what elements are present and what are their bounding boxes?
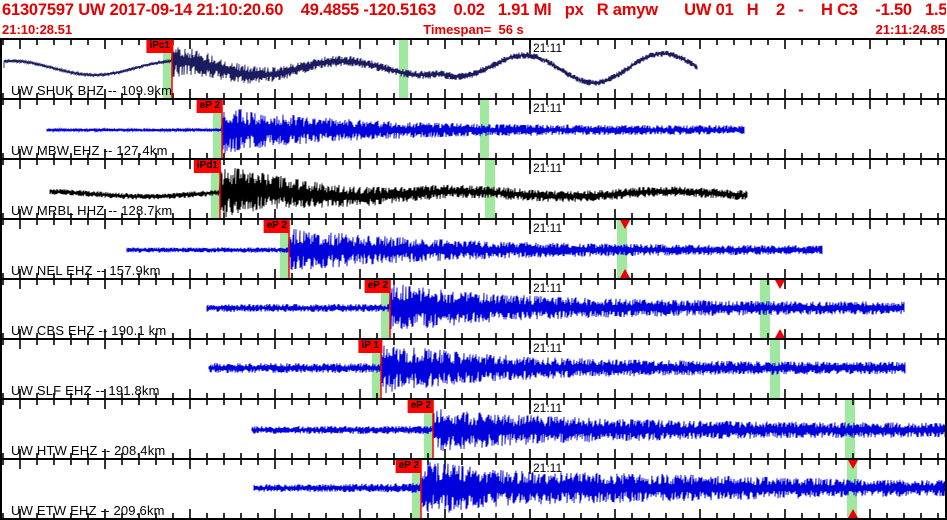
time-ticks [2,400,939,458]
theoretical-arrival-band [399,40,408,98]
pick-flag[interactable]: iPd1 [193,160,221,173]
pick-flag[interactable]: iP 1 [358,340,382,353]
time-ticks [2,40,939,98]
station-label: UW ETW EHZ -- 209.6km [11,503,165,518]
arrival-triangle-top [775,280,785,289]
trace-panel-5: eP 2 21:11 UW CBS EHZ -- 190.1 km [2,278,945,338]
station-label: UW MRBL HHZ -- 128.7km [11,203,173,218]
time-ticks [2,340,939,398]
timespan-label: Timespan= 56 s [423,22,524,37]
pick-flag[interactable]: eP 2 [263,220,290,233]
waveform-canvas[interactable] [2,400,945,458]
station-label: UW MBW EHZ -- 127.4km [11,143,168,158]
minute-label: 21:11 [533,401,563,415]
waveform-canvas[interactable] [2,100,945,158]
arrival-triangle-top [620,220,630,229]
time-ticks [2,100,939,158]
waveform-canvas[interactable] [2,160,945,218]
waveform-canvas[interactable] [2,340,945,398]
trace-panel-6: iP 1 21:11 UW SLF EHZ -- 191.8km [2,338,945,398]
event-header: 61307597 UW 2017-09-14 21:10:20.60 49.48… [0,0,947,38]
waveform-trace [3,47,698,86]
pick-highlight-band [163,40,172,98]
waveform-trace [251,409,945,451]
waveform-trace [253,462,945,513]
arrival-triangle-bottom [620,269,630,278]
trace-panel-1: iPc1 21:11 UW SHUK BHZ -- 109.9km [2,38,945,98]
trace-panel-8: eP 2 21:11 UW ETW EHZ -- 209.6km [2,458,945,518]
minute-label: 21:11 [533,101,563,115]
pick-flag[interactable]: iPc1 [146,40,173,53]
pick-flag[interactable]: eP 2 [364,280,391,293]
minute-label: 21:11 [533,41,563,55]
window-start-time: 21:10:28.51 [2,22,73,37]
minute-label: 21:11 [533,281,563,295]
waveform-trace [126,229,823,271]
minute-label: 21:11 [533,341,563,355]
trace-panel-3: iPd1 21:11 UW MRBL HHZ -- 128.7km [2,158,945,218]
minute-label: 21:11 [533,161,563,175]
trace-panel-7: eP 2 21:11 UW HTW EHZ -- 208.4km [2,398,945,458]
trace-panel-4: eP 2 21:11 UW NEL EHZ -- 157.9km [2,218,945,278]
waveform-canvas[interactable] [2,40,945,98]
window-end-time: 21:11:24.85 [875,22,945,37]
waveform-trace [46,109,745,154]
minute-label: 21:11 [533,461,563,475]
station-label: UW SLF EHZ -- 191.8km [11,383,160,398]
station-label: UW SHUK BHZ -- 109.9km [11,83,173,98]
station-label: UW CBS EHZ -- 190.1 km [11,323,167,338]
pick-flag[interactable]: eP 2 [196,100,223,113]
arrival-triangle-bottom [848,509,858,518]
pick-highlight-band [211,160,220,218]
trace-panel-2: eP 2 21:11 UW MBW EHZ -- 127.4km [2,98,945,158]
station-label: UW NEL EHZ -- 157.9km [11,263,161,278]
waveform-trace [49,168,748,218]
pick-flag[interactable]: eP 2 [407,400,434,413]
time-ticks [2,160,939,218]
seismogram-panels: iPc1 21:11 UW SHUK BHZ -- 109.9km eP 2 21:11… [0,38,947,520]
arrival-triangle-top [848,460,858,469]
arrival-triangle-bottom [775,329,785,338]
minute-label: 21:11 [533,221,563,235]
station-label: UW HTW EHZ -- 208.4km [11,443,166,458]
event-summary-line: 61307597 UW 2017-09-14 21:10:20.60 49.48… [2,1,946,19]
pick-flag[interactable]: eP 2 [395,460,422,473]
waveform-trace [208,345,906,394]
waveform-trace [206,283,905,333]
time-ticks [2,280,939,338]
